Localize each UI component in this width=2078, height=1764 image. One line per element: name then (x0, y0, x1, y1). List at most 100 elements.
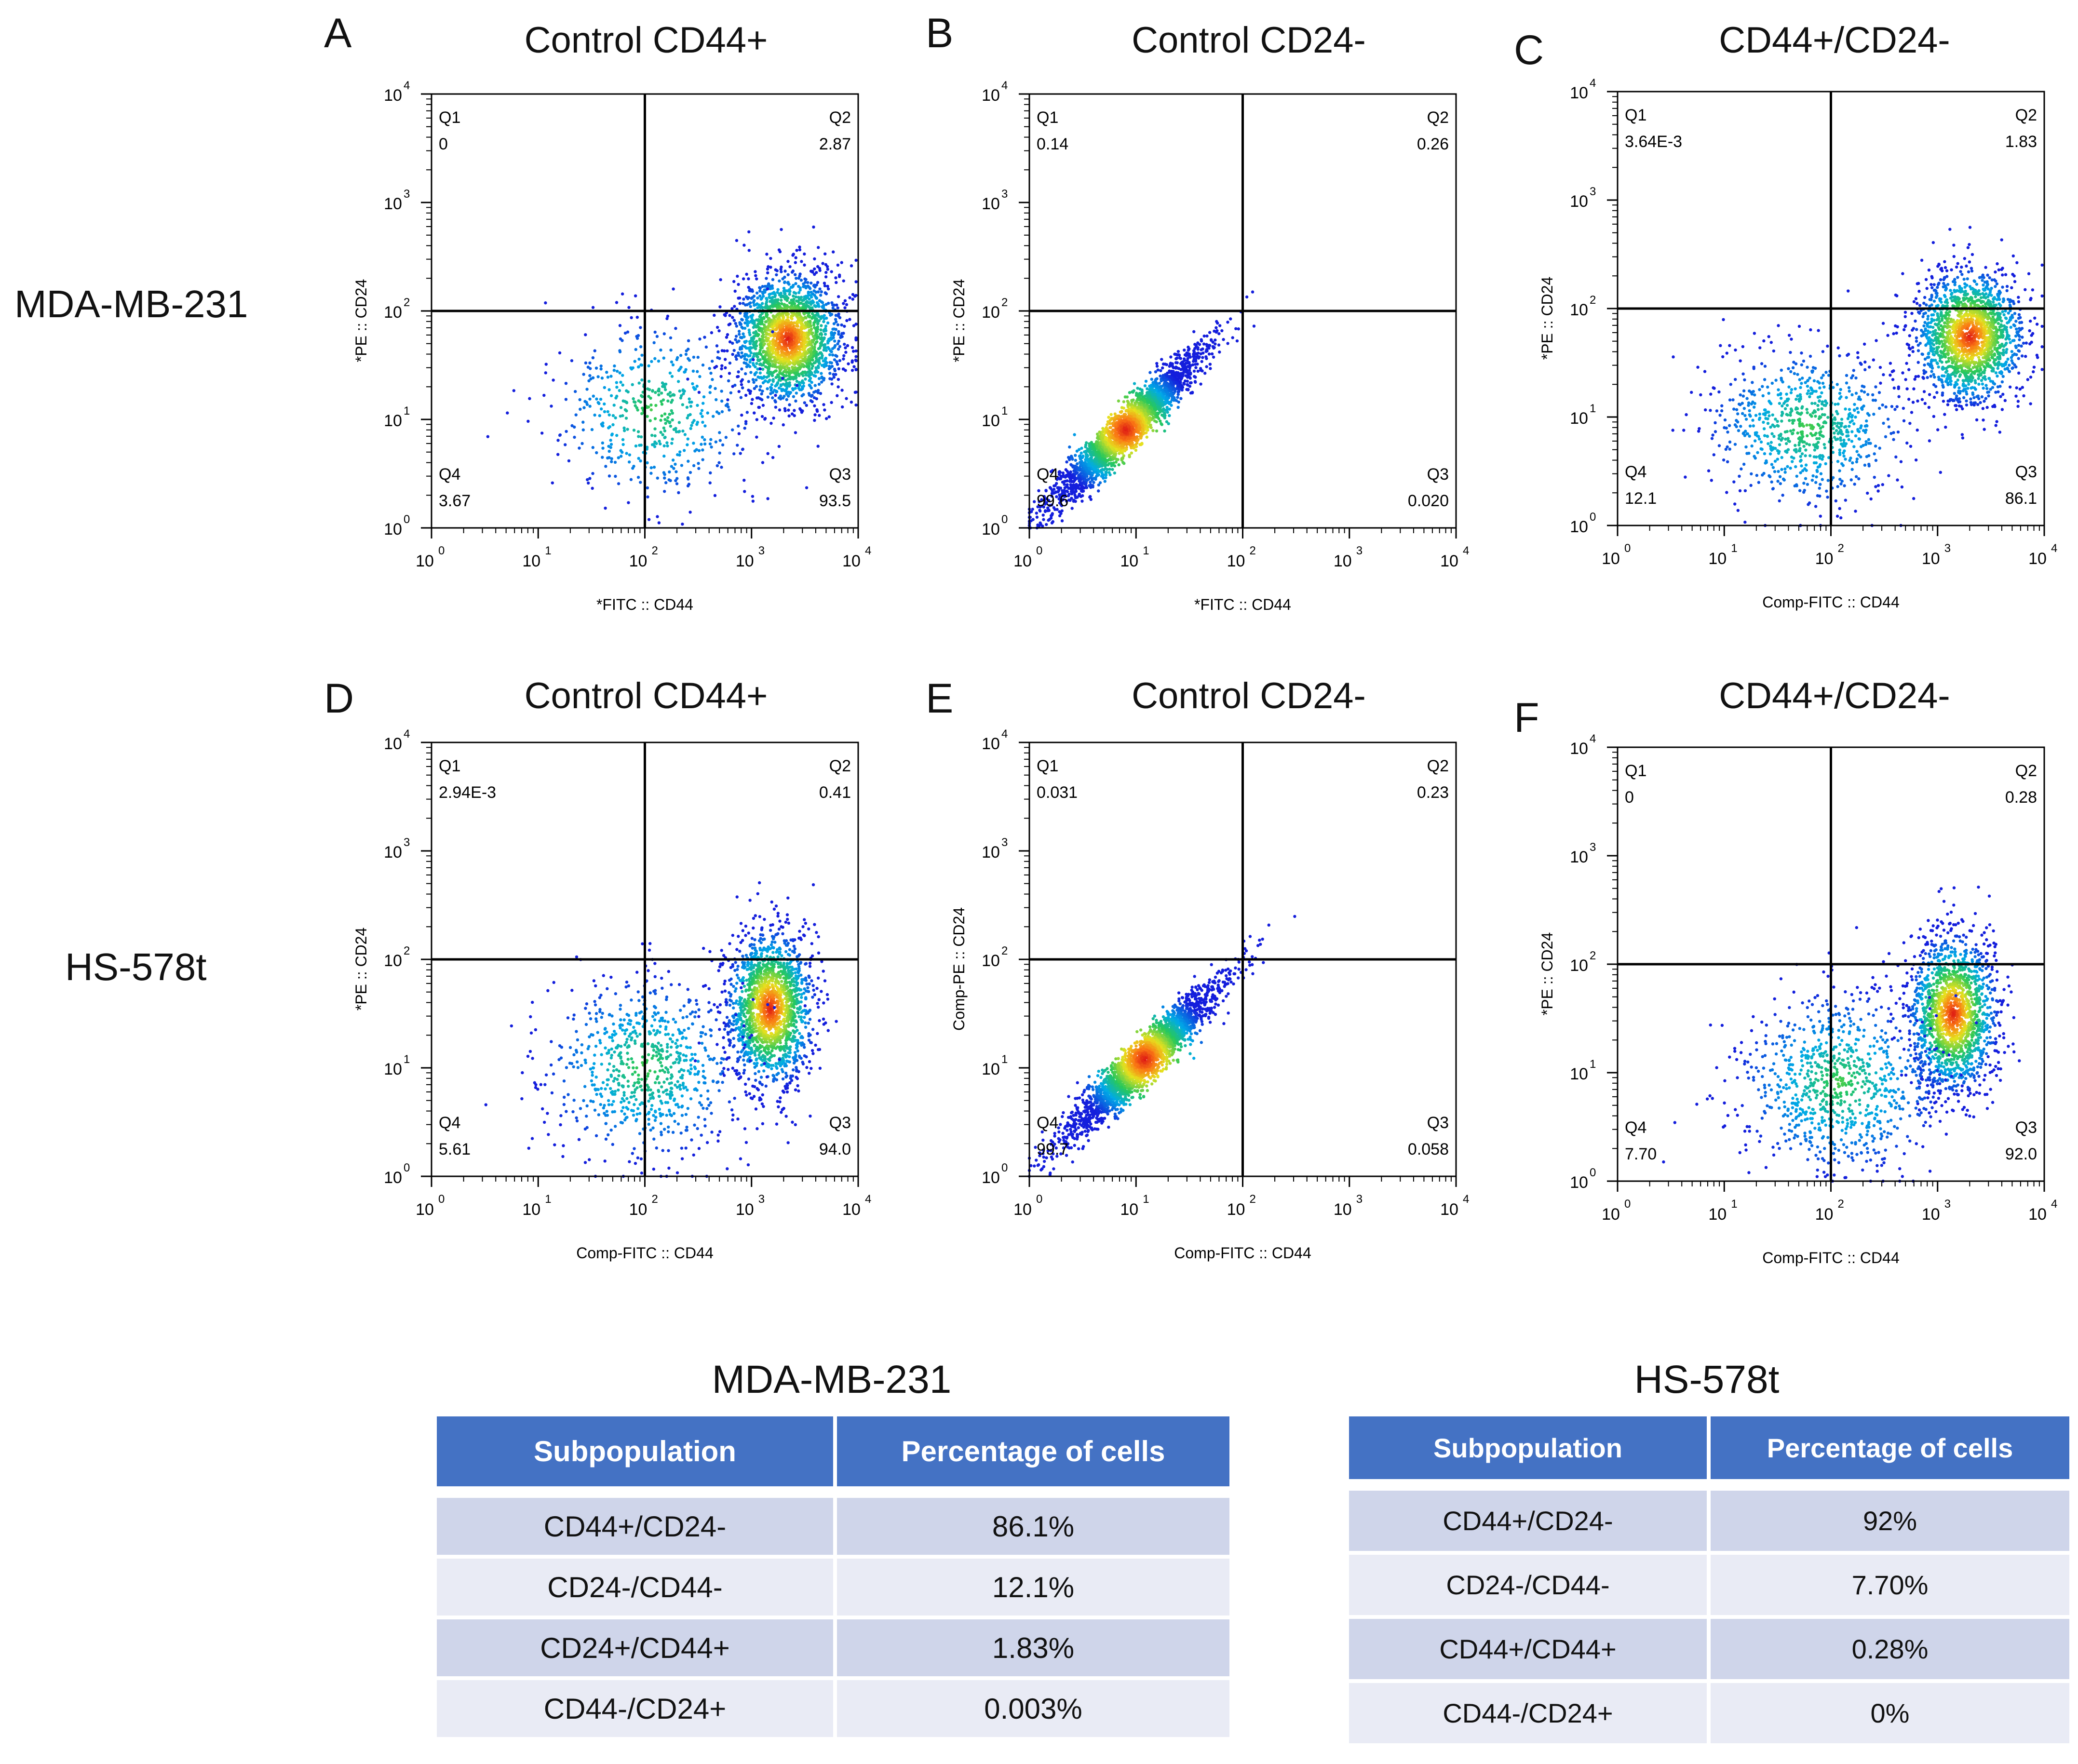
data-point (650, 433, 654, 437)
data-point (801, 385, 805, 388)
data-point (1218, 350, 1221, 354)
data-point (818, 346, 822, 350)
data-point (766, 395, 770, 399)
data-point (1117, 463, 1120, 467)
data-point (781, 377, 784, 380)
data-point (787, 408, 790, 412)
data-point (618, 324, 622, 327)
data-point (780, 366, 783, 370)
data-point (708, 442, 712, 445)
data-point (1092, 445, 1095, 449)
data-point (1061, 498, 1065, 501)
data-point (1070, 507, 1074, 510)
data-point (592, 394, 595, 398)
data-point (761, 292, 765, 296)
data-point (827, 347, 831, 350)
data-point (837, 330, 840, 334)
data-point (666, 416, 670, 419)
data-point (1114, 415, 1117, 419)
data-point (757, 303, 761, 307)
data-point (790, 317, 794, 321)
data-point (653, 357, 657, 361)
data-point (835, 320, 838, 323)
data-point (782, 303, 786, 307)
data-point (850, 359, 854, 363)
data-point (618, 371, 621, 375)
data-point (579, 407, 582, 411)
x-tick-exponent: 3 (758, 544, 765, 557)
data-point (784, 378, 788, 382)
data-point (803, 277, 807, 281)
data-point (1111, 463, 1114, 467)
data-point (804, 373, 808, 377)
data-point (666, 419, 669, 423)
data-point (1140, 392, 1144, 395)
data-point (659, 348, 662, 352)
data-point (764, 325, 767, 329)
data-point (731, 352, 734, 356)
data-point (661, 398, 665, 402)
data-point (833, 367, 837, 371)
data-point (854, 338, 858, 342)
data-point (780, 324, 783, 328)
data-point (814, 390, 818, 393)
data-point (769, 266, 772, 269)
data-point (1121, 449, 1124, 453)
data-point (741, 386, 744, 390)
data-point (611, 414, 615, 417)
data-point (700, 443, 703, 446)
data-point (679, 353, 683, 357)
data-point (1156, 415, 1160, 418)
data-point (788, 293, 791, 296)
data-point (698, 337, 702, 341)
data-point (552, 378, 555, 382)
data-point (676, 453, 679, 457)
data-point (646, 486, 649, 490)
data-point (629, 478, 633, 481)
data-point (824, 417, 828, 420)
data-point (1208, 331, 1212, 334)
data-point (1070, 486, 1074, 490)
data-point (1160, 423, 1164, 426)
data-point (718, 431, 721, 434)
data-point (619, 455, 623, 458)
data-point (1085, 453, 1089, 457)
data-point (1057, 471, 1061, 474)
data-point (486, 435, 490, 438)
data-point (591, 446, 594, 449)
data-point (766, 452, 769, 456)
data-point (816, 389, 820, 392)
data-point (766, 387, 769, 391)
data-point (728, 361, 732, 365)
data-point (657, 389, 661, 393)
data-point (1134, 448, 1138, 452)
data-point (664, 421, 667, 425)
data-point (574, 413, 578, 417)
data-point (819, 391, 823, 395)
data-point (758, 326, 761, 330)
data-point (573, 425, 576, 429)
data-point (731, 316, 734, 319)
data-point (686, 437, 689, 441)
data-point (748, 342, 752, 346)
data-point (670, 409, 673, 413)
data-point (1137, 423, 1141, 427)
data-point (1063, 486, 1066, 490)
data-point (615, 385, 619, 389)
data-point (740, 318, 743, 321)
data-point (1078, 448, 1081, 451)
data-point (688, 359, 691, 362)
data-point (671, 437, 674, 441)
data-point (822, 359, 825, 363)
data-point (742, 297, 745, 301)
data-point (783, 407, 787, 410)
data-point (753, 303, 756, 307)
data-point (820, 372, 823, 375)
data-point (751, 495, 755, 498)
data-point (854, 403, 858, 407)
data-point (675, 482, 679, 485)
data-point (606, 410, 609, 414)
data-point (544, 301, 547, 305)
data-point (1196, 369, 1200, 373)
data-point (1150, 388, 1154, 391)
